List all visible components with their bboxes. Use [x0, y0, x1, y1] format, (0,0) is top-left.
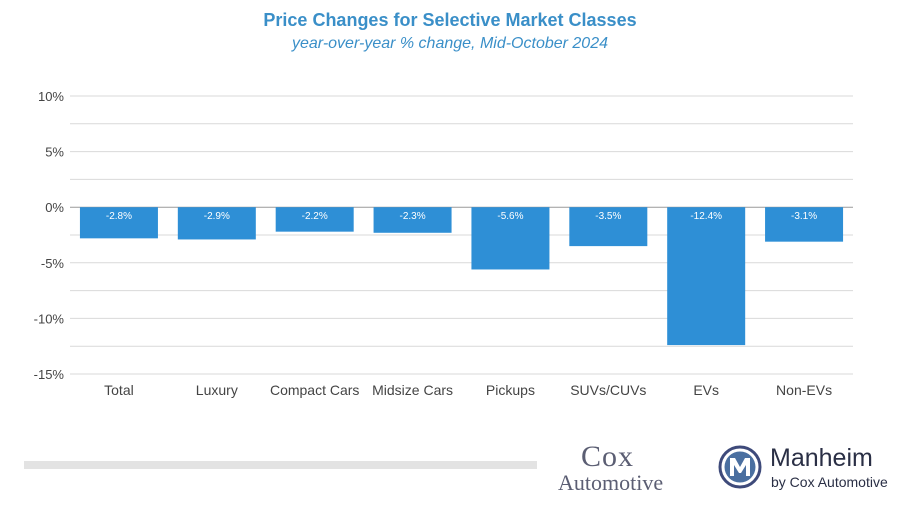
y-tick-label: -10%	[34, 311, 65, 326]
manheim-logo: Manheim by Cox Automotive	[718, 443, 913, 493]
data-label: -2.3%	[400, 211, 426, 222]
data-label: -2.8%	[106, 211, 132, 222]
data-label: -2.2%	[302, 211, 328, 222]
y-tick-label: 5%	[45, 145, 64, 160]
x-tick-label: EVs	[693, 382, 719, 398]
chart-subtitle: year-over-year % change, Mid-October 202…	[291, 35, 608, 52]
bar-compact-cars	[275, 207, 354, 232]
chart-title: Price Changes for Selective Market Class…	[263, 10, 637, 30]
x-tick-label: Midsize Cars	[372, 382, 453, 398]
cox-automotive-logo: Cox Automotive	[555, 440, 703, 495]
bar-non-evs	[765, 207, 844, 242]
x-tick-label: Pickups	[486, 382, 535, 398]
x-tick-label: Luxury	[196, 382, 238, 398]
manheim-name: Manheim	[770, 444, 873, 472]
manheim-m-icon	[718, 445, 762, 489]
data-label: -2.9%	[204, 211, 230, 222]
bar-total	[79, 207, 158, 239]
y-tick-label: -5%	[41, 256, 65, 271]
data-label: -3.5%	[595, 211, 621, 222]
bar-suvs-cuvs	[569, 207, 648, 247]
bar-chart: 10% 5% 0% -5% -10% -15% -2.8% Total -2.9% Luxury -…	[34, 89, 853, 398]
x-tick-label: Compact Cars	[270, 382, 359, 398]
y-tick-label: 0%	[45, 200, 64, 215]
x-tick-label: Non-EVs	[776, 382, 832, 398]
bar-evs	[667, 207, 746, 346]
data-label: -5.6%	[497, 211, 523, 222]
bar-luxury	[177, 207, 256, 240]
manheim-subtitle: by Cox Automotive	[771, 474, 888, 490]
bar-midsize-cars	[373, 207, 452, 233]
x-tick-label: SUVs/CUVs	[570, 382, 646, 398]
x-tick-label: Total	[104, 382, 134, 398]
cox-logo-automotive-word: Automotive	[558, 470, 664, 495]
y-tick-label: 10%	[38, 89, 64, 104]
bar-pickups	[471, 207, 550, 270]
data-label: -3.1%	[791, 211, 817, 222]
footer-divider-bar	[24, 461, 537, 469]
data-label: -12.4%	[690, 211, 722, 222]
cox-logo-word: Cox	[581, 440, 635, 473]
y-tick-label: -15%	[34, 367, 65, 382]
